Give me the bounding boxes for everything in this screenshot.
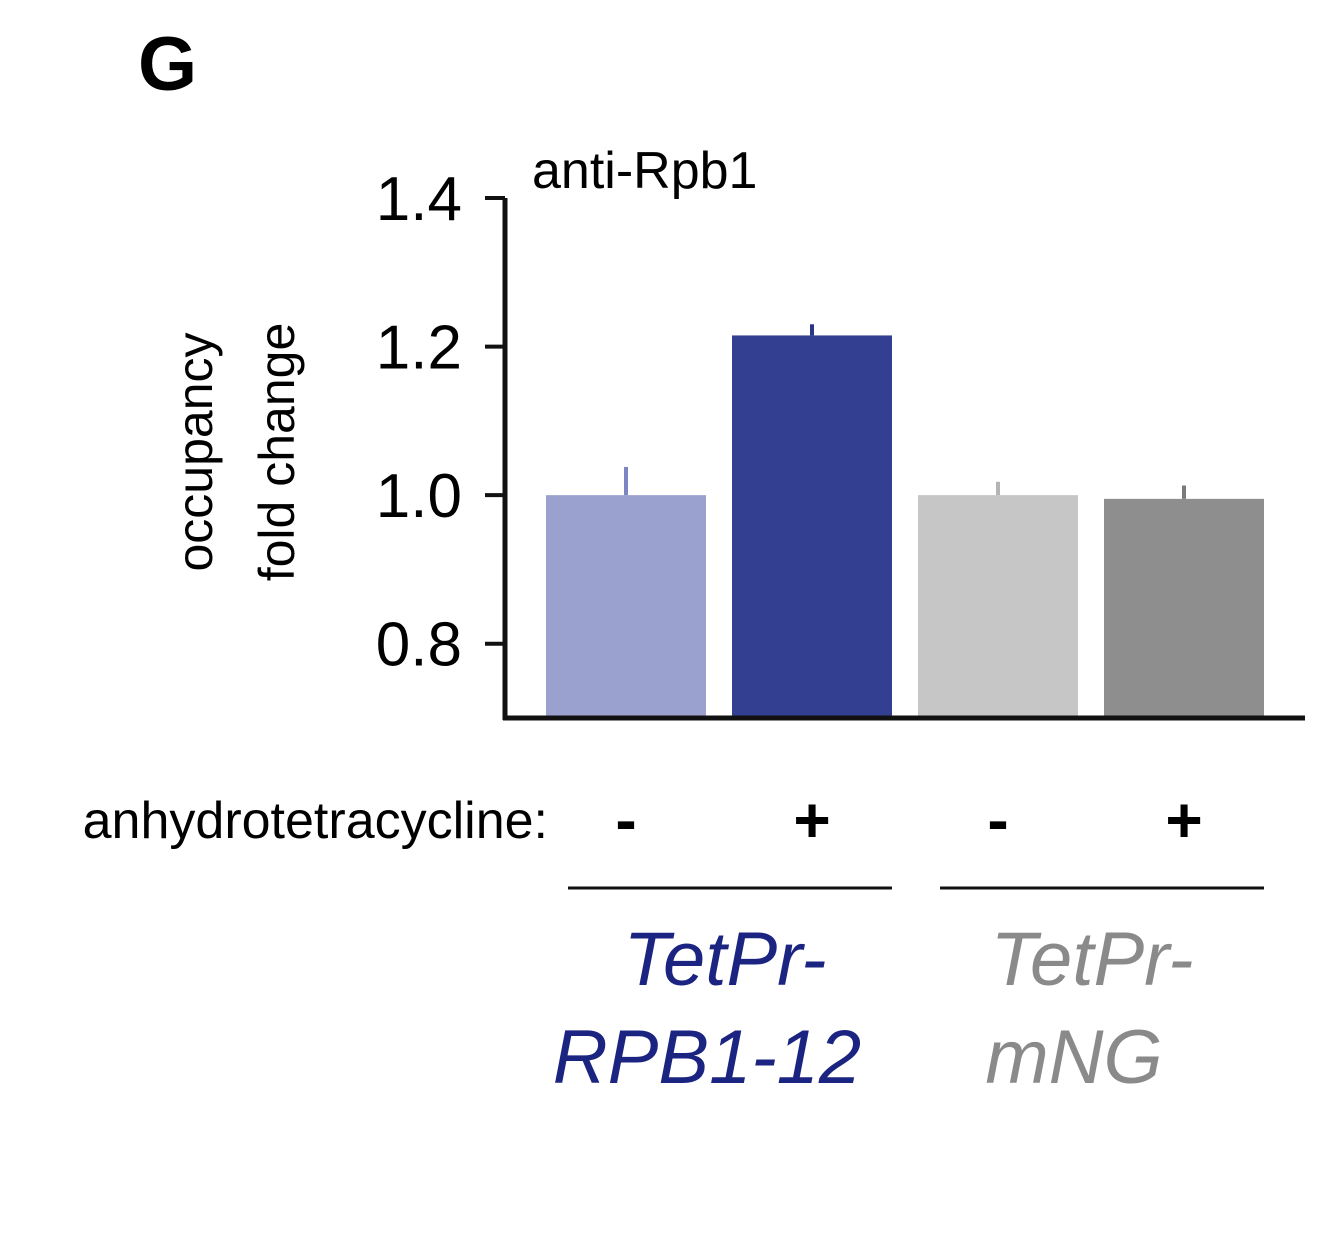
- bar-3: [918, 495, 1078, 718]
- axes-layer: [502, 198, 1305, 721]
- category-label-4: +: [1165, 784, 1202, 856]
- y-tick-label-3: 1.2: [376, 314, 462, 383]
- bar-2: [732, 335, 892, 718]
- bars-layer: [546, 335, 1264, 718]
- panel-label: G: [138, 22, 197, 107]
- y-axis-title: occupancy fold change: [167, 323, 305, 582]
- bar-4: [1104, 498, 1264, 718]
- category-label-1: -: [615, 784, 636, 856]
- y-tick-label-1: 0.8: [376, 611, 462, 680]
- y-tick-label-2: 1.0: [376, 462, 462, 531]
- y-axis-title-line-2: fold change: [249, 323, 305, 582]
- category-labels-layer: - + - +: [615, 784, 1202, 856]
- group-label-1-line-1: TetPr-: [624, 917, 827, 1002]
- group-label-1-line-2: RPB1-12: [553, 1015, 861, 1100]
- group-label-2-line-2: mNG: [985, 1015, 1162, 1100]
- y-tick-label-4: 1.4: [376, 165, 462, 234]
- group-label-2-line-1: TetPr-: [991, 917, 1194, 1002]
- category-label-2: +: [793, 784, 830, 856]
- condition-label: anhydrotetracycline:: [83, 792, 548, 850]
- error-bars-layer: [624, 324, 1186, 499]
- y-axis-title-line-1: occupancy: [167, 332, 223, 571]
- chart-title: anti-Rpb1: [532, 142, 757, 200]
- group-labels-layer: TetPr- RPB1-12 TetPr-mNG: [553, 886, 1264, 1100]
- category-label-3: -: [987, 784, 1008, 856]
- bar-1: [546, 495, 706, 718]
- y-ticks-layer: 0.8 1.0 1.2 1.4: [376, 165, 505, 680]
